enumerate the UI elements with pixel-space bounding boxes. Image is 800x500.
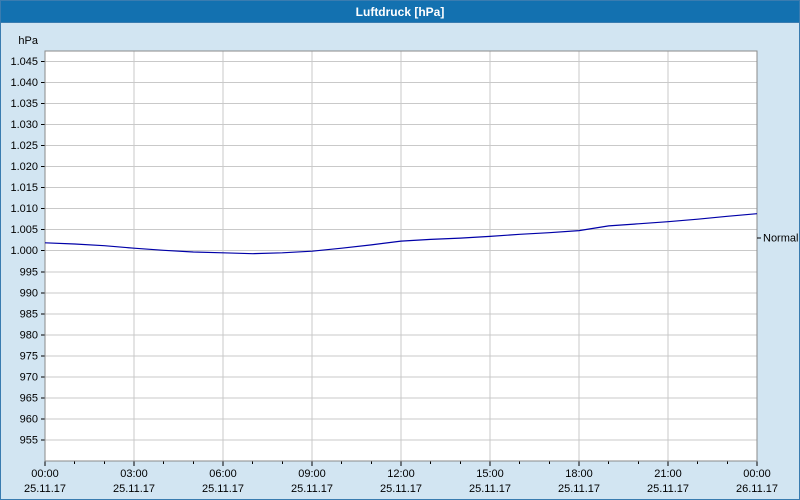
y-tick-label: 985 [20, 308, 38, 320]
y-tick-label: 1.010 [10, 203, 38, 215]
x-tick-date-label: 25.11.17 [469, 483, 511, 495]
y-tick-label: 995 [20, 266, 38, 278]
y-tick-label: 1.035 [10, 98, 38, 110]
x-tick-time-label: 00:00 [743, 468, 771, 480]
y-tick-label: 1.030 [10, 119, 38, 131]
y-tick-label: 1.045 [10, 56, 38, 68]
x-tick-date-label: 25.11.17 [202, 483, 244, 495]
chart-wrap: 1.045 1.040 1.035 1.030 1.025 1.020 1.015 1.010… [1, 23, 799, 499]
x-tick-time-label: 03:00 [120, 468, 148, 480]
x-tick-date-label: 26.11.17 [736, 483, 778, 495]
y-tick-label: 1.015 [10, 182, 38, 194]
y-tick-label: 1.000 [10, 245, 38, 257]
y-tick-label: 965 [20, 392, 38, 404]
x-tick-date-label: 25.11.17 [647, 483, 689, 495]
y-tick-label: 1.020 [10, 161, 38, 173]
plot-border [44, 50, 758, 462]
y-tick-label: 990 [20, 287, 38, 299]
x-tick-time-label: 21:00 [654, 468, 682, 480]
y-tick-label: 980 [20, 329, 38, 341]
x-tick-date-label: 25.11.17 [380, 483, 422, 495]
y-tick-label: 975 [20, 350, 38, 362]
x-tick-date-label: 25.11.17 [113, 483, 155, 495]
window-title: Luftdruck [hPa] [355, 4, 445, 19]
y-tick-label: 1.005 [10, 224, 38, 236]
y-tick-label: 1.040 [10, 77, 38, 89]
x-tick-time-label: 00:00 [31, 468, 59, 480]
x-tick-time-label: 15:00 [476, 468, 504, 480]
normal-marker-label: Normal [763, 233, 798, 245]
x-tick-time-label: 09:00 [298, 468, 326, 480]
x-tick-date-label: 25.11.17 [24, 483, 66, 495]
x-tick-time-label: 06:00 [209, 468, 237, 480]
pressure-line [44, 213, 758, 255]
y-tick-label: 955 [20, 434, 38, 446]
y-tick-label: 960 [20, 413, 38, 425]
window-titlebar: Luftdruck [hPa] [1, 1, 799, 23]
y-axis-unit-label: hPa [18, 35, 38, 47]
y-tick-label: 1.025 [10, 140, 38, 152]
x-tick-date-label: 25.11.17 [291, 483, 333, 495]
pressure-chart: 1.045 1.040 1.035 1.030 1.025 1.020 1.015 1.010… [10, 35, 798, 495]
y-tick-label: 970 [20, 371, 38, 383]
x-tick-time-label: 18:00 [565, 468, 593, 480]
x-tick-date-label: 25.11.17 [558, 483, 600, 495]
x-tick-time-label: 12:00 [387, 468, 415, 480]
